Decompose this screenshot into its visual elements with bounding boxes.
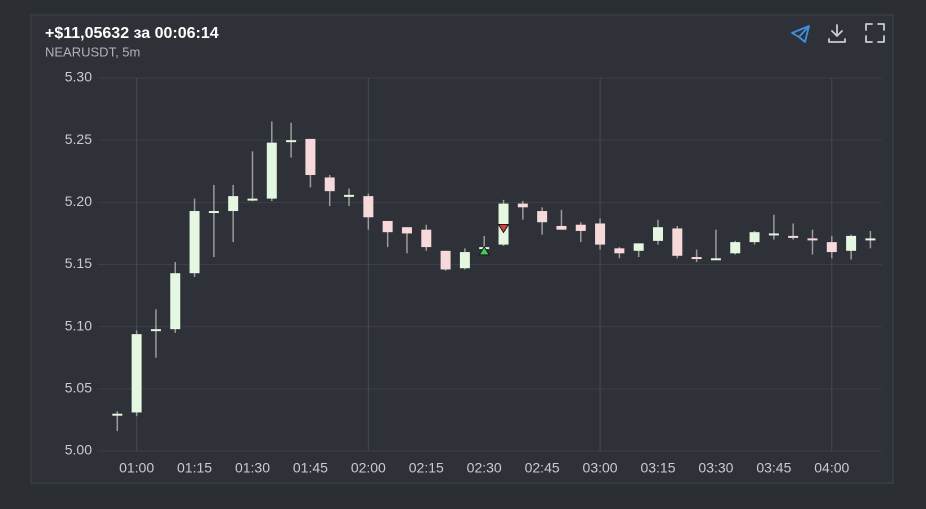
candle-body [807, 238, 818, 241]
candle-body [537, 211, 548, 223]
candle-body [344, 194, 355, 197]
candle-body [131, 334, 142, 413]
candle-body [768, 233, 779, 236]
candle-body [614, 248, 625, 254]
x-tick-label: 01:00 [119, 460, 154, 476]
fullscreen-icon[interactable] [865, 23, 885, 43]
x-tick-label: 02:45 [525, 460, 560, 476]
x-tick-label: 02:30 [467, 460, 502, 476]
download-button[interactable] [828, 24, 846, 43]
candle-body [228, 196, 239, 212]
candle-body [633, 243, 644, 251]
chart-title: +$11,05632 за 00:06:14 [45, 25, 219, 42]
candle-body [401, 227, 412, 234]
candle-body [459, 252, 470, 269]
x-tick-label: 03:45 [756, 460, 791, 476]
candle-body [595, 223, 606, 245]
x-tick-label: 01:45 [293, 460, 328, 476]
y-tick-label: 5.10 [65, 317, 92, 333]
candle-body [710, 258, 721, 261]
candle-body [170, 273, 181, 330]
x-tick-label: 03:00 [583, 460, 618, 476]
candle-body [653, 227, 663, 241]
candle-body [305, 138, 316, 175]
download-icon[interactable] [828, 24, 846, 43]
candle-body [208, 211, 219, 214]
candle-body [788, 235, 799, 238]
candle-body [575, 224, 586, 231]
x-tick-label: 01:15 [177, 460, 212, 476]
x-tick-label: 03:30 [698, 460, 733, 476]
candle-body [363, 196, 374, 218]
candle-body [556, 225, 567, 230]
candle-body [672, 228, 683, 256]
y-tick-label: 5.25 [65, 131, 92, 147]
candle-body [247, 198, 258, 201]
candle-body [440, 250, 451, 270]
y-tick-label: 5.05 [65, 380, 92, 396]
candle-body [266, 142, 277, 199]
y-tick-label: 5.15 [65, 255, 92, 271]
x-tick-label: 02:15 [409, 460, 444, 476]
x-tick-label: 01:30 [235, 460, 270, 476]
share-icon[interactable] [791, 25, 810, 43]
candle-body [112, 413, 123, 416]
candle-body [382, 220, 393, 233]
candle-body [826, 242, 837, 253]
y-tick-label: 5.00 [65, 442, 92, 458]
candle-body [150, 329, 161, 332]
candle-body [749, 232, 760, 243]
share-button[interactable] [791, 25, 810, 43]
trade-marker [497, 223, 510, 234]
fullscreen-button[interactable] [865, 23, 885, 43]
candle-body [865, 238, 876, 241]
x-tick-label: 04:00 [814, 460, 849, 476]
candle-body [846, 235, 857, 251]
y-tick-label: 5.20 [65, 193, 92, 209]
candle-body [421, 229, 432, 248]
candle-body [189, 211, 200, 274]
panel [30, 14, 894, 484]
x-tick-label: 03:15 [640, 460, 675, 476]
y-tick-label: 5.30 [65, 69, 92, 85]
candle-body [324, 177, 335, 192]
candle-body [517, 203, 528, 208]
trade-marker [478, 245, 491, 256]
chart-subtitle: NEARUSDT, 5m [45, 44, 140, 59]
candle-body [691, 257, 702, 260]
candle-body [730, 242, 741, 254]
x-tick-label: 02:00 [351, 460, 386, 476]
candle-body [286, 140, 297, 143]
